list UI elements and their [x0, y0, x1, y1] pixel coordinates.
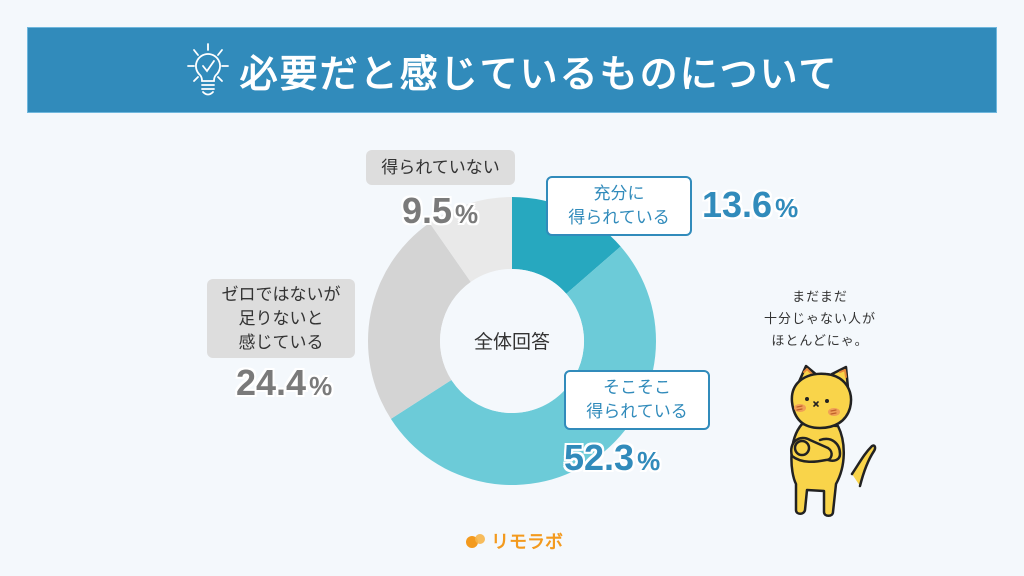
- speech-line: ほとんどにゃ。: [771, 334, 869, 349]
- percent-sign: %: [309, 371, 333, 401]
- slice-fully-obtained: [512, 197, 621, 294]
- label-somewhat-obtained: そこそこ 得られている: [564, 370, 710, 430]
- label-line: 充分に: [593, 184, 645, 204]
- mascot-speech: まだまだ 十分じゃない人が ほとんどにゃ。: [750, 287, 890, 353]
- orange-dots-icon: [466, 534, 485, 548]
- label-line: 感じている: [238, 332, 324, 353]
- percent-sign: %: [637, 446, 661, 476]
- label-fully-obtained: 充分に 得られている: [546, 176, 692, 236]
- yellow-cat-icon: [789, 364, 877, 517]
- value-not-enough: 24.4%: [236, 362, 332, 404]
- speech-line: まだまだ: [792, 290, 848, 305]
- brand-logo: リモラボ: [465, 528, 563, 554]
- value-not-obtained: 9.5%: [402, 190, 478, 232]
- logo-text: リモラボ: [491, 532, 563, 553]
- speech-line: 十分じゃない人が: [763, 312, 876, 327]
- lightbulb-check-icon: [186, 43, 229, 96]
- label-line: 得られていない: [381, 157, 500, 178]
- percent-value: 13.6: [702, 184, 773, 225]
- value-somewhat-obtained: 52.3%: [564, 437, 660, 479]
- percent-value: 52.3: [564, 437, 635, 478]
- label-line: ゼロではないが: [221, 284, 341, 305]
- percent-value: 24.4: [236, 362, 307, 403]
- label-not-obtained: 得られていない: [366, 150, 515, 185]
- label-line: 得られている: [586, 402, 688, 422]
- value-fully-obtained: 13.6%: [702, 184, 798, 226]
- percent-value: 9.5: [402, 190, 453, 231]
- title-banner: 必要だと感じているものについて: [27, 27, 997, 113]
- percent-sign: %: [775, 193, 799, 223]
- label-line: そこそこ: [603, 378, 671, 398]
- percent-sign: %: [455, 199, 479, 229]
- label-line: 足りないと: [238, 308, 324, 329]
- label-line: 得られている: [568, 208, 670, 228]
- page-title: 必要だと感じているものについて: [239, 51, 839, 96]
- label-not-enough: ゼロではないが 足りないと 感じている: [207, 279, 355, 358]
- slice-not-obtained: [429, 197, 512, 282]
- donut-center-label: 全体回答: [473, 331, 550, 353]
- slice-not-enough: [367, 222, 471, 419]
